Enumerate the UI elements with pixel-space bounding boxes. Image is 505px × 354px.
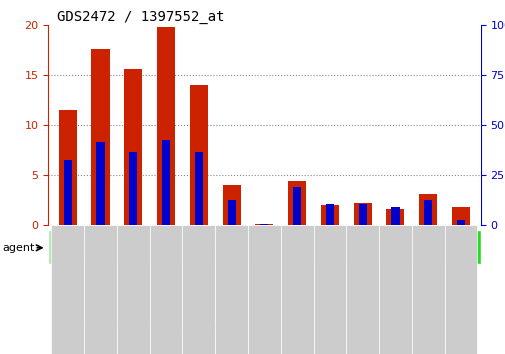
Bar [162,140,170,225]
Bar [48,230,147,264]
Bar [313,225,345,354]
Bar [147,230,280,264]
Bar [292,187,300,225]
Text: GDS2472 / 1397552_at: GDS2472 / 1397552_at [57,10,224,24]
Bar [444,225,477,354]
Bar [215,225,247,354]
Bar [380,230,480,264]
Text: control: control [81,242,115,252]
Bar [423,200,431,225]
Bar [51,225,84,354]
Bar [391,207,399,225]
Bar [91,49,109,225]
Bar [419,194,436,225]
Bar [129,152,137,225]
Bar [255,224,273,225]
Bar [378,225,411,354]
Bar [59,110,77,225]
Bar [280,225,313,354]
Bar [189,85,208,225]
Bar [353,203,371,225]
Bar [247,225,280,354]
Bar [84,225,117,354]
Text: IL-1 and
glucosamine: IL-1 and glucosamine [399,236,461,258]
Bar [182,225,215,354]
Bar [227,200,235,225]
Bar [287,181,306,225]
Text: agent: agent [3,243,35,253]
Bar [280,230,380,264]
Bar [194,152,203,225]
Text: glucosamine: glucosamine [299,242,361,252]
Bar [117,225,149,354]
Bar [222,185,240,225]
Bar [411,225,444,354]
Bar [124,69,142,225]
Bar [96,142,105,225]
Bar [157,27,175,225]
Bar [358,204,366,225]
Bar [386,209,403,225]
Bar [320,205,338,225]
Bar [451,207,469,225]
Bar [456,220,464,225]
Bar [260,224,268,225]
Bar [325,204,333,225]
Legend: count, percentile rank within the sample: count, percentile rank within the sample [53,309,235,332]
Bar [345,225,378,354]
Text: IL-1: IL-1 [205,242,223,252]
Bar [64,160,72,225]
Bar [149,225,182,354]
